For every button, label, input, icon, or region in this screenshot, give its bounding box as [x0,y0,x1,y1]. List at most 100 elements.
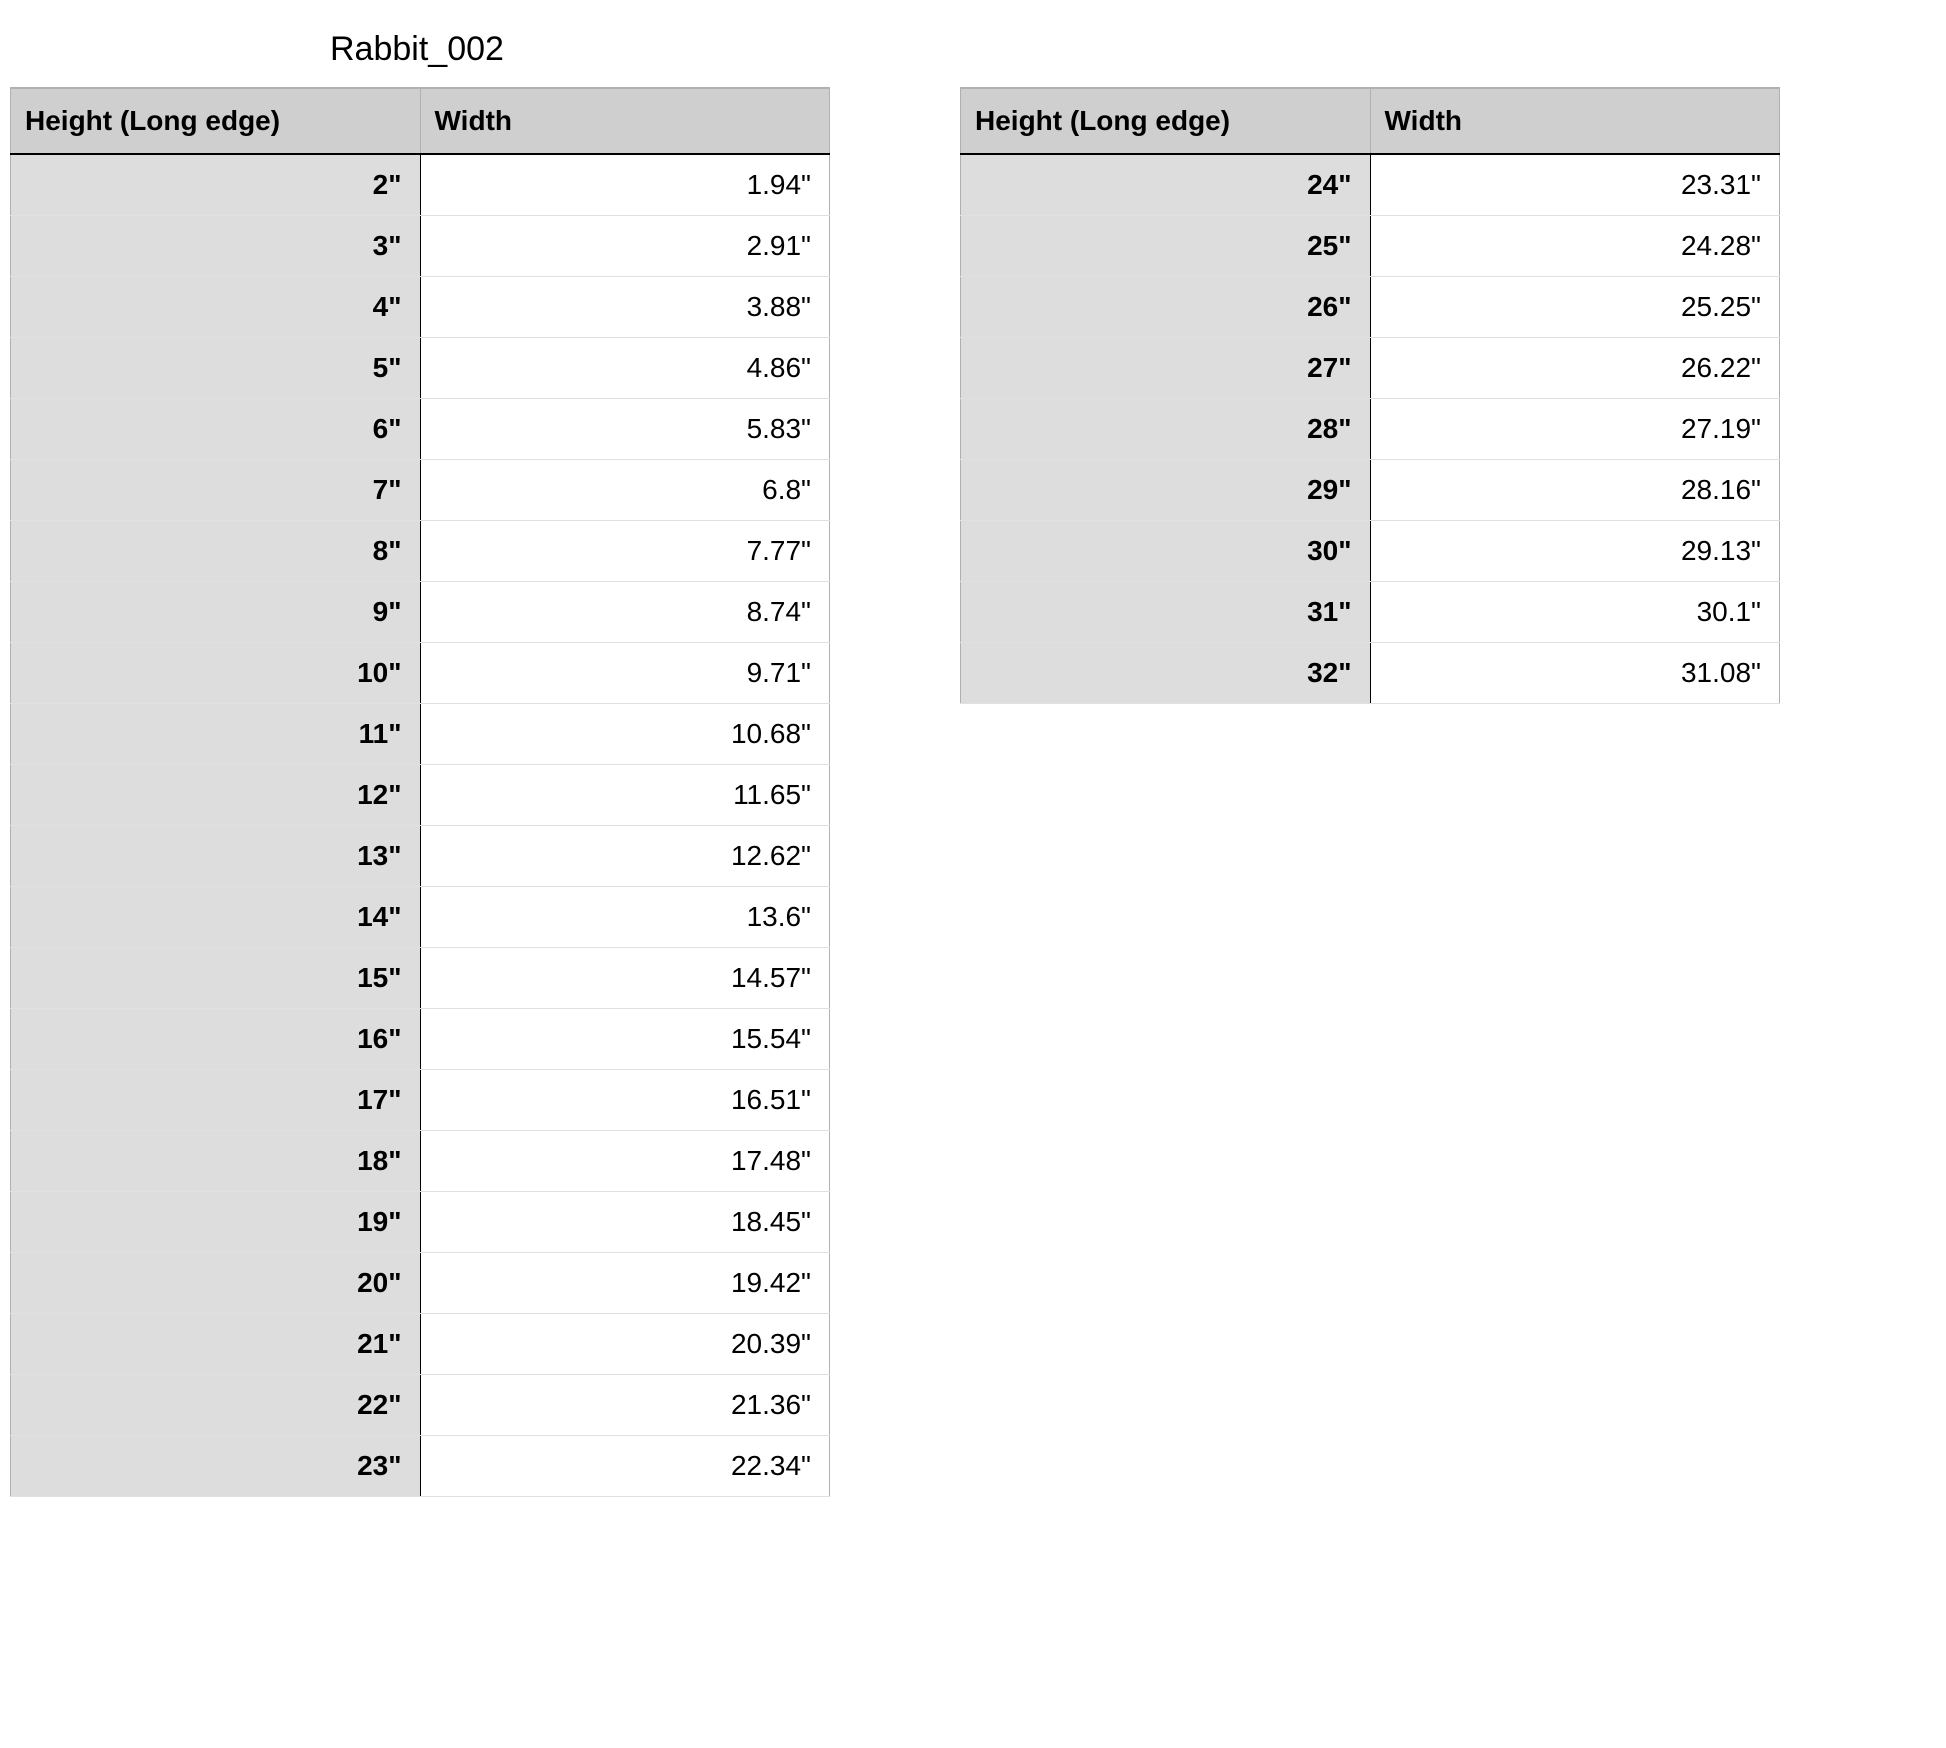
cell-height: 14" [11,887,421,948]
size-table-right: Height (Long edge) Width 24"23.31"25"24.… [960,87,1780,704]
cell-width: 13.6" [420,887,830,948]
cell-height: 6" [11,399,421,460]
cell-height: 4" [11,277,421,338]
table-row: 19"18.45" [11,1192,830,1253]
table-row: 11"10.68" [11,704,830,765]
table-row: 20"19.42" [11,1253,830,1314]
cell-height: 26" [961,277,1371,338]
cell-height: 9" [11,582,421,643]
table-row: 4"3.88" [11,277,830,338]
table-header-row: Height (Long edge) Width [961,88,1780,154]
cell-height: 28" [961,399,1371,460]
cell-height: 21" [11,1314,421,1375]
table-row: 6"5.83" [11,399,830,460]
table-row: 31"30.1" [961,582,1780,643]
table-row: 27"26.22" [961,338,1780,399]
page: Rabbit_002 Height (Long edge) Width 2"1.… [0,0,1946,1537]
cell-width: 14.57" [420,948,830,1009]
table-row: 21"20.39" [11,1314,830,1375]
cell-height: 2" [11,154,421,216]
cell-height: 17" [11,1070,421,1131]
cell-width: 3.88" [420,277,830,338]
cell-width: 18.45" [420,1192,830,1253]
table-row: 8"7.77" [11,521,830,582]
table-row: 12"11.65" [11,765,830,826]
cell-width: 31.08" [1370,643,1780,704]
cell-height: 23" [11,1436,421,1497]
cell-height: 15" [11,948,421,1009]
page-title: Rabbit_002 [330,30,1936,69]
cell-width: 19.42" [420,1253,830,1314]
cell-height: 24" [961,154,1371,216]
cell-width: 10.68" [420,704,830,765]
cell-width: 16.51" [420,1070,830,1131]
table-row: 16"15.54" [11,1009,830,1070]
size-table-left: Height (Long edge) Width 2"1.94"3"2.91"4… [10,87,830,1497]
table-row: 9"8.74" [11,582,830,643]
cell-height: 30" [961,521,1371,582]
table-row: 29"28.16" [961,460,1780,521]
tables-container: Height (Long edge) Width 2"1.94"3"2.91"4… [10,87,1936,1497]
table-row: 32"31.08" [961,643,1780,704]
cell-height: 7" [11,460,421,521]
cell-width: 26.22" [1370,338,1780,399]
cell-height: 5" [11,338,421,399]
cell-height: 10" [11,643,421,704]
cell-width: 9.71" [420,643,830,704]
cell-height: 11" [11,704,421,765]
table-row: 2"1.94" [11,154,830,216]
col-header-height: Height (Long edge) [11,88,421,154]
table-row: 14"13.6" [11,887,830,948]
cell-width: 12.62" [420,826,830,887]
table-row: 5"4.86" [11,338,830,399]
cell-height: 8" [11,521,421,582]
col-header-height: Height (Long edge) [961,88,1371,154]
cell-height: 18" [11,1131,421,1192]
cell-width: 6.8" [420,460,830,521]
table-row: 18"17.48" [11,1131,830,1192]
table-row: 3"2.91" [11,216,830,277]
cell-width: 27.19" [1370,399,1780,460]
table-row: 23"22.34" [11,1436,830,1497]
cell-height: 16" [11,1009,421,1070]
cell-height: 25" [961,216,1371,277]
cell-height: 13" [11,826,421,887]
cell-height: 20" [11,1253,421,1314]
table-row: 15"14.57" [11,948,830,1009]
col-header-width: Width [1370,88,1780,154]
cell-width: 22.34" [420,1436,830,1497]
cell-width: 5.83" [420,399,830,460]
table-row: 10"9.71" [11,643,830,704]
table-row: 17"16.51" [11,1070,830,1131]
cell-height: 3" [11,216,421,277]
cell-width: 15.54" [420,1009,830,1070]
cell-height: 12" [11,765,421,826]
table-row: 30"29.13" [961,521,1780,582]
cell-width: 29.13" [1370,521,1780,582]
table-row: 25"24.28" [961,216,1780,277]
cell-width: 21.36" [420,1375,830,1436]
col-header-width: Width [420,88,830,154]
cell-width: 20.39" [420,1314,830,1375]
table-row: 24"23.31" [961,154,1780,216]
table-right-body: 24"23.31"25"24.28"26"25.25"27"26.22"28"2… [961,154,1780,704]
table-left-body: 2"1.94"3"2.91"4"3.88"5"4.86"6"5.83"7"6.8… [11,154,830,1497]
cell-width: 1.94" [420,154,830,216]
cell-width: 11.65" [420,765,830,826]
cell-width: 17.48" [420,1131,830,1192]
cell-height: 19" [11,1192,421,1253]
cell-height: 29" [961,460,1371,521]
cell-width: 30.1" [1370,582,1780,643]
table-row: 22"21.36" [11,1375,830,1436]
cell-height: 27" [961,338,1371,399]
cell-width: 4.86" [420,338,830,399]
cell-width: 7.77" [420,521,830,582]
table-row: 26"25.25" [961,277,1780,338]
table-row: 13"12.62" [11,826,830,887]
cell-width: 25.25" [1370,277,1780,338]
cell-width: 2.91" [420,216,830,277]
cell-width: 8.74" [420,582,830,643]
table-row: 28"27.19" [961,399,1780,460]
cell-width: 28.16" [1370,460,1780,521]
cell-height: 32" [961,643,1371,704]
